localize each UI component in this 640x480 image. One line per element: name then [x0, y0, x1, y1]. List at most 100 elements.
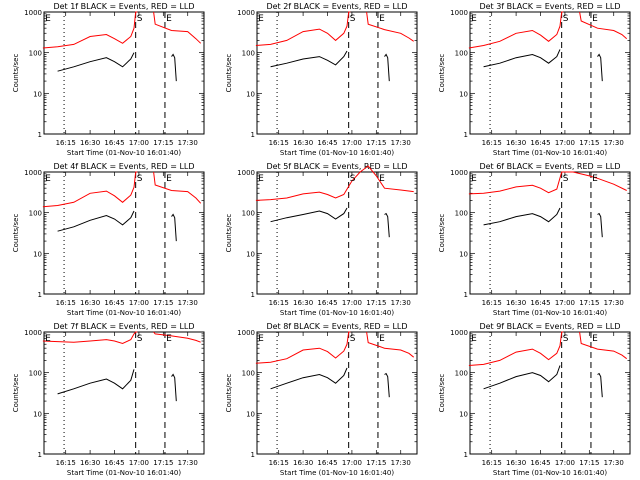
- x-tick-label: 16:30: [293, 299, 313, 307]
- x-tick-label: 16:15: [269, 299, 289, 307]
- events-series-line: [270, 207, 348, 223]
- y-axis-label: Counts/sec: [12, 54, 20, 93]
- segment-letter: E: [166, 174, 172, 184]
- x-tick-label: 16:30: [293, 459, 313, 467]
- events-series-line: [57, 369, 135, 395]
- plot-frame: [43, 11, 205, 135]
- events-series-line: [57, 210, 135, 232]
- x-tick-label: 16:30: [293, 139, 313, 147]
- y-tick-label: 10: [459, 250, 468, 258]
- segment-letter: E: [166, 334, 172, 344]
- x-tick-label: 16:45: [104, 299, 124, 307]
- segment-letter: S: [563, 174, 569, 184]
- y-tick-label: 10: [33, 410, 42, 418]
- lld-series-line: [153, 171, 202, 204]
- segment-letter: S: [350, 334, 356, 344]
- x-axis-label: Start Time (01-Nov-10 16:01:40): [280, 309, 394, 317]
- x-tick-label: 17:30: [391, 299, 411, 307]
- x-tick-label: 16:15: [482, 299, 502, 307]
- x-tick-label: 17:15: [366, 459, 386, 467]
- y-axis-label: Counts/sec: [225, 374, 233, 413]
- x-tick-label: 17:15: [579, 459, 599, 467]
- x-tick-label: 16:15: [56, 459, 76, 467]
- segment-letter: E: [258, 334, 264, 344]
- panel-title: Det 6f BLACK = Events, RED = LLD: [479, 162, 620, 171]
- y-axis-label: Counts/sec: [438, 214, 446, 253]
- lld-series-line: [153, 331, 201, 343]
- y-tick-label: 1000: [237, 169, 255, 177]
- x-tick-label: 17:00: [129, 139, 149, 147]
- events-series-line: [171, 53, 177, 82]
- x-tick-label: 16:45: [530, 459, 550, 467]
- segment-letter: E: [45, 14, 51, 24]
- panel-title: Det 1f BLACK = Events, RED = LLD: [53, 2, 194, 11]
- lld-series-line: [366, 11, 414, 42]
- segment-letter: E: [592, 174, 598, 184]
- segment-letter: E: [258, 14, 264, 24]
- y-tick-label: 100: [29, 210, 42, 218]
- events-series-line: [597, 53, 603, 82]
- segment-letter: E: [471, 334, 477, 344]
- x-tick-label: 17:00: [555, 139, 575, 147]
- plot-frame: [43, 331, 205, 455]
- y-tick-label: 1: [464, 131, 468, 139]
- x-tick-label: 16:45: [530, 139, 550, 147]
- segment-letter: S: [137, 334, 143, 344]
- lld-series-line: [42, 171, 138, 208]
- panel-title: Det 4f BLACK = Events, RED = LLD: [53, 162, 194, 171]
- x-tick-label: 16:30: [506, 139, 526, 147]
- segment-letter: E: [45, 174, 51, 184]
- y-axis-label: Counts/sec: [12, 214, 20, 253]
- lld-series-line: [468, 331, 564, 366]
- segment-letter: S: [137, 174, 143, 184]
- segment-letter: S: [350, 174, 356, 184]
- lld-series-line: [579, 11, 628, 40]
- x-tick-label: 16:45: [530, 299, 550, 307]
- y-tick-label: 10: [246, 410, 255, 418]
- events-series-line: [483, 365, 561, 390]
- x-tick-label: 17:30: [391, 139, 411, 147]
- x-axis-label: Start Time (01-Nov-10 16:01:40): [280, 469, 394, 477]
- x-tick-label: 16:30: [80, 139, 100, 147]
- events-series-line: [384, 212, 390, 238]
- lld-series-line: [255, 11, 351, 46]
- y-tick-label: 10: [33, 250, 42, 258]
- segment-letter: S: [350, 14, 356, 24]
- x-tick-label: 16:15: [482, 459, 502, 467]
- y-tick-label: 1: [38, 451, 42, 459]
- segment-letter: E: [258, 174, 264, 184]
- y-tick-label: 1000: [450, 9, 468, 17]
- x-tick-label: 17:30: [604, 459, 624, 467]
- chart-panel: Det 8f BLACK = Events, RED = LLD 1 10 100 10…: [225, 322, 418, 477]
- x-tick-label: 17:00: [342, 139, 362, 147]
- plot-frame: [43, 171, 205, 295]
- x-tick-label: 17:15: [579, 299, 599, 307]
- x-tick-label: 16:30: [506, 459, 526, 467]
- y-tick-label: 1: [38, 291, 42, 299]
- panel-title: Det 7f BLACK = Events, RED = LLD: [53, 322, 194, 331]
- panel-title: Det 2f BLACK = Events, RED = LLD: [266, 2, 407, 11]
- y-axis-label: Counts/sec: [438, 54, 446, 93]
- x-tick-label: 17:30: [391, 459, 411, 467]
- y-tick-label: 100: [242, 210, 255, 218]
- lld-series-line: [42, 11, 138, 49]
- y-tick-label: 100: [455, 50, 468, 58]
- y-tick-label: 10: [246, 250, 255, 258]
- segment-letter: E: [379, 14, 385, 24]
- x-axis-label: Start Time (01-Nov-10 16:01:40): [67, 149, 181, 157]
- lld-series-line: [468, 11, 564, 49]
- segment-letter: E: [166, 14, 172, 24]
- y-axis-label: Counts/sec: [225, 54, 233, 93]
- segment-letter: S: [563, 14, 569, 24]
- x-tick-label: 16:15: [482, 139, 502, 147]
- chart-panel: Det 2f BLACK = Events, RED = LLD 1 10 100 10…: [225, 2, 418, 157]
- events-series-line: [270, 367, 348, 390]
- y-tick-label: 10: [459, 410, 468, 418]
- x-tick-label: 16:45: [317, 139, 337, 147]
- segment-letter: E: [592, 334, 598, 344]
- segment-letter: E: [45, 334, 51, 344]
- y-tick-label: 1000: [237, 329, 255, 337]
- plot-frame: [256, 11, 418, 135]
- x-tick-label: 16:45: [317, 299, 337, 307]
- x-tick-label: 16:45: [317, 459, 337, 467]
